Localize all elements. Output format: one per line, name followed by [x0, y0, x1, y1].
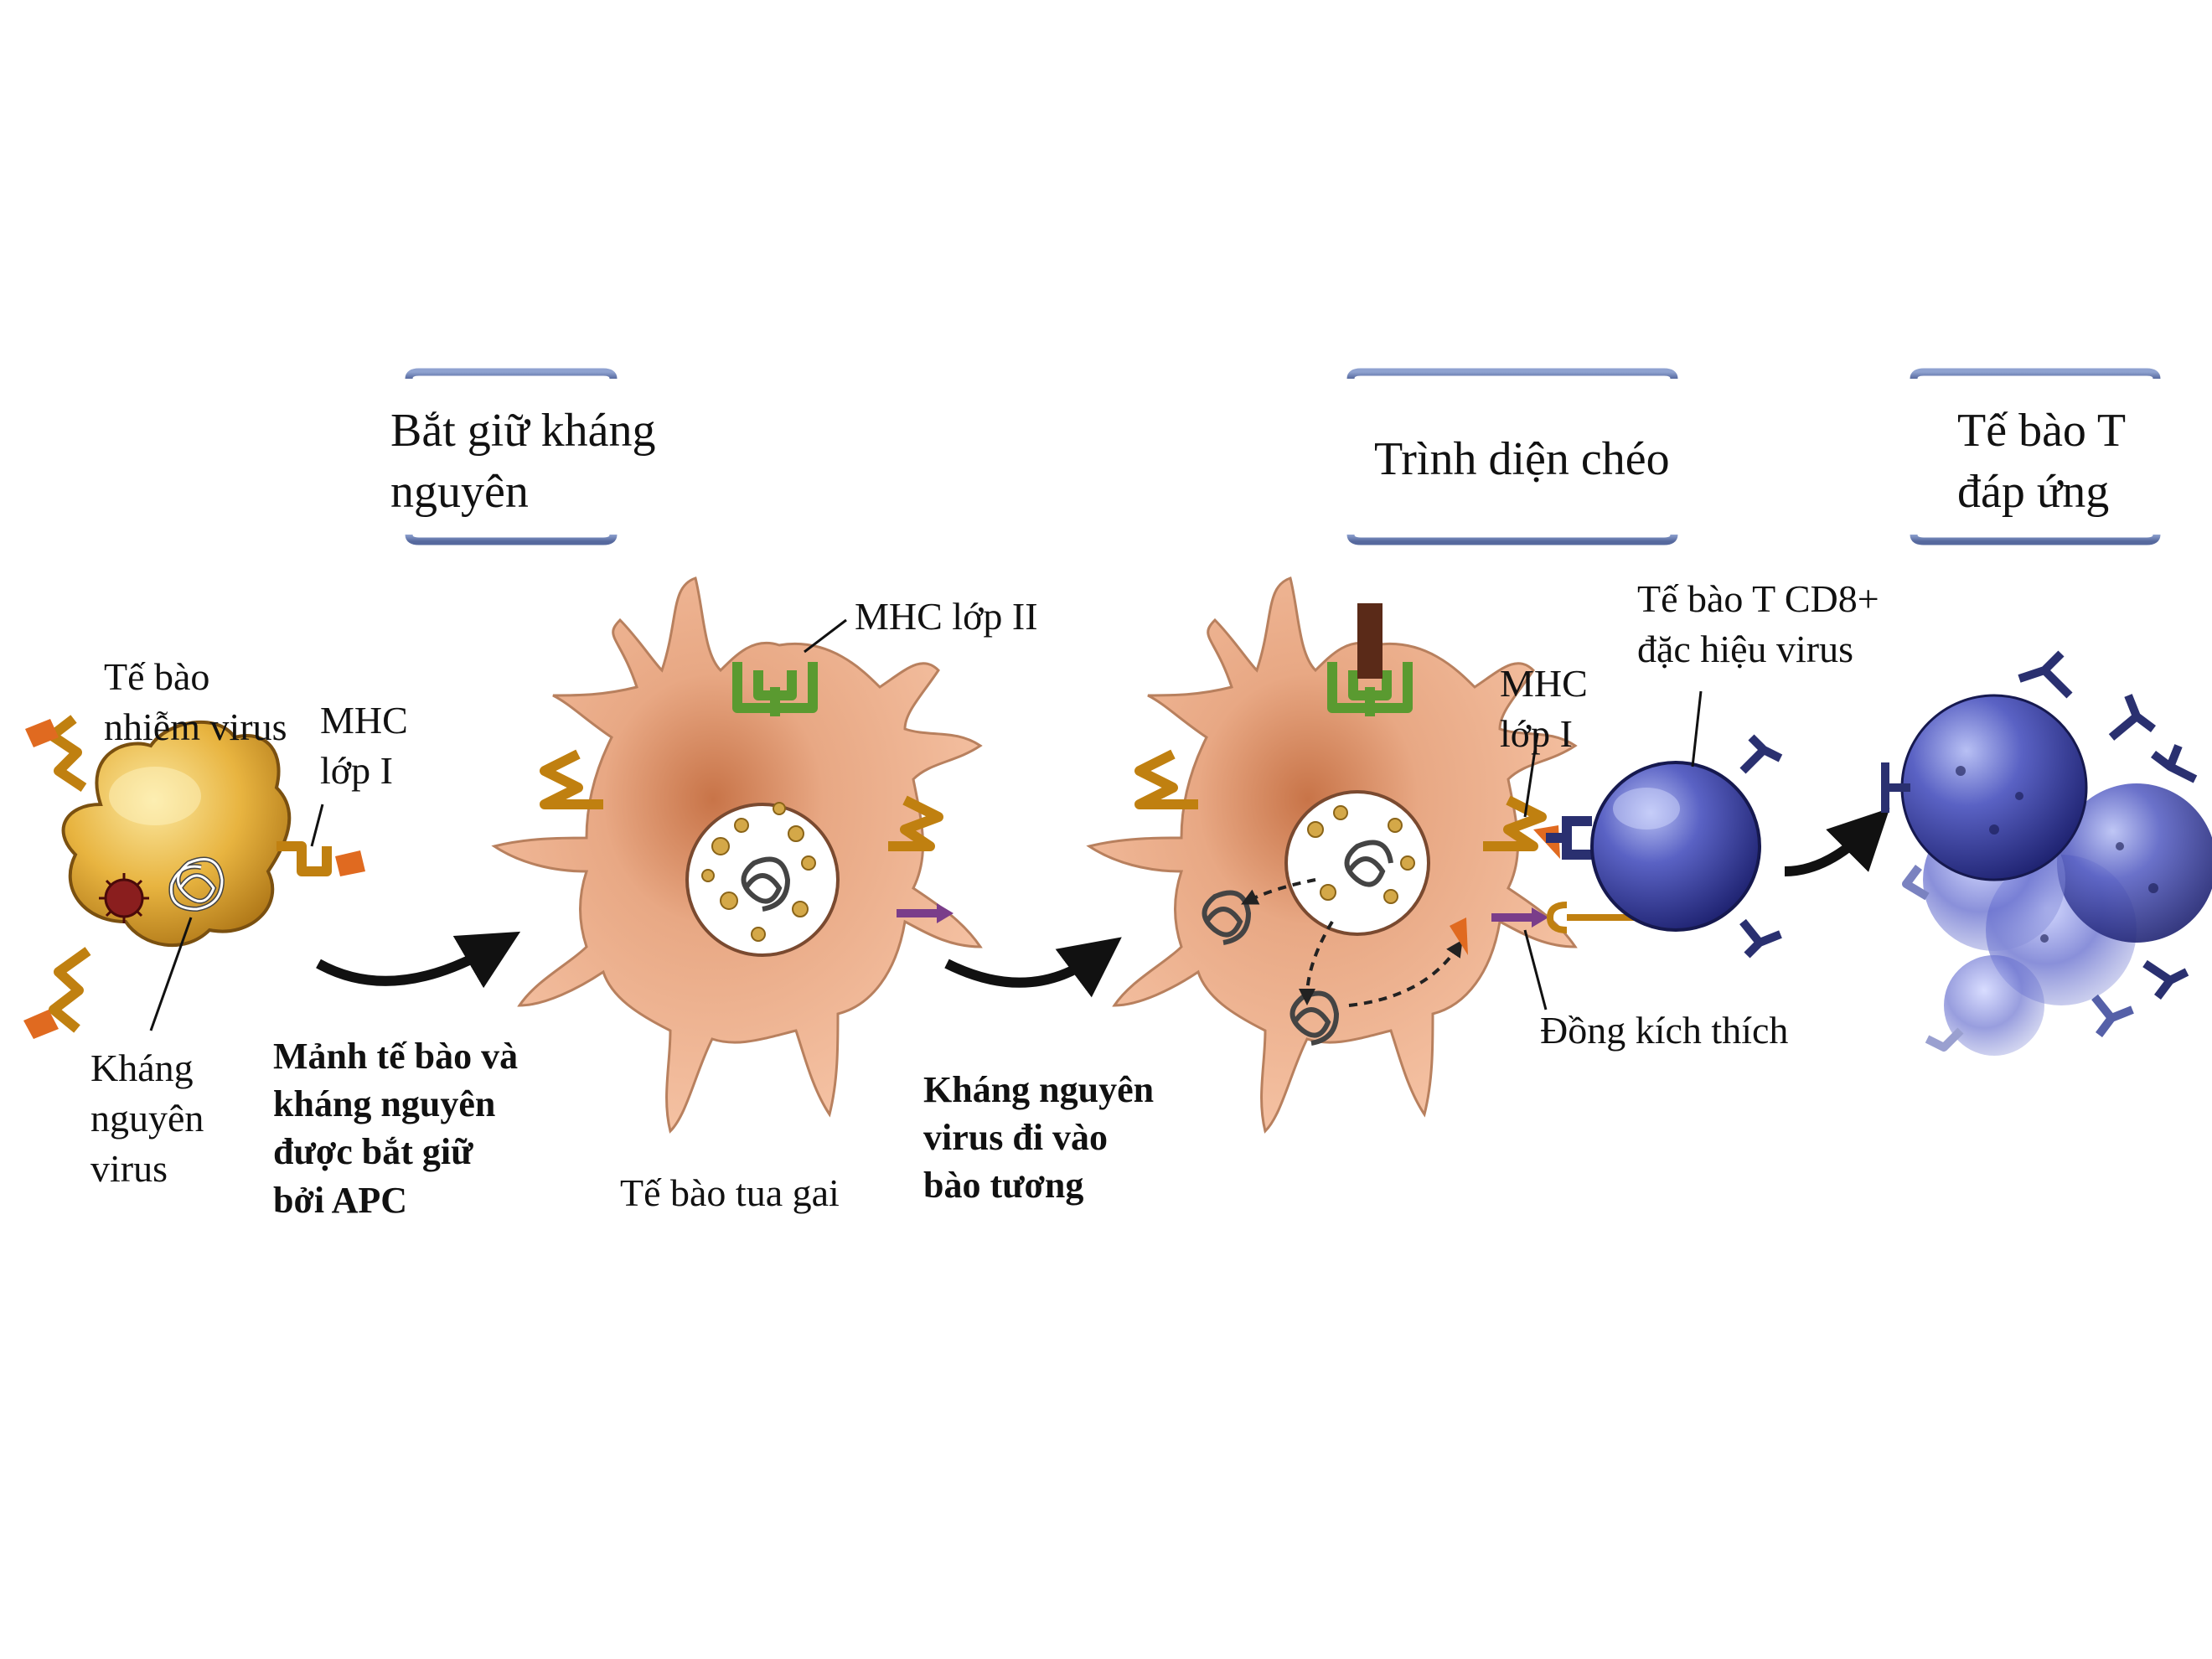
- tcr-receptor-icon: [1739, 734, 1783, 959]
- responding-t-cell-cluster: [1900, 694, 2212, 1056]
- dashed-pathway: [1241, 878, 1463, 1007]
- mhc1-right-leader: [1523, 732, 1539, 818]
- infected-cell: [61, 720, 292, 948]
- cd8-t-cell: [1590, 761, 1761, 932]
- mhc1-receptor-icon: [888, 795, 943, 851]
- cd8-leader: [1691, 690, 1703, 767]
- costim-molecule-icon: [897, 903, 954, 923]
- antigen-leader: [149, 917, 193, 1031]
- antigen-fragments-icon: [1307, 805, 1415, 904]
- arrow-3: [1784, 808, 1890, 876]
- viral-rna-coil-icon: [1289, 990, 1340, 1046]
- peptide-icon: [335, 850, 365, 876]
- label-antigen-cytosol: Kháng nguyên virus đi vào bào tương: [923, 1069, 1155, 1207]
- peptide-icon: [1450, 917, 1468, 955]
- stage-title-t-response: Tế bào T đáp ứng: [1957, 405, 2127, 518]
- label-mhc1-left: MHC lớp I: [320, 699, 408, 792]
- viral-rna-coil-icon: [168, 856, 225, 912]
- stage-title-capture: Bắt giữ kháng nguyên: [390, 405, 656, 518]
- stage-title-cross-presentation: Trình diện chéo: [1374, 433, 1670, 485]
- mhc1-receptor-icon: [49, 947, 91, 1033]
- label-cd8-cell: Tế bào T CD8+ đặc hiệu virus: [1637, 577, 1879, 670]
- peptide-icon: [23, 1010, 59, 1039]
- stage-box-cross-presentation: [1346, 368, 1678, 545]
- virus-particle-icon: [99, 873, 149, 923]
- stage-box-capture: [405, 368, 618, 545]
- antigen-fragments-icon: [701, 802, 816, 942]
- mhc2-leader: [804, 618, 847, 654]
- viral-rna-coil-icon: [1202, 890, 1252, 945]
- mhc1-receptor-icon: [540, 749, 603, 809]
- costim-leader: [1523, 929, 1548, 1010]
- mhc1-receptor-icon: [1134, 749, 1198, 809]
- mhc2-receptor-icon: [1327, 662, 1413, 716]
- label-dendritic-cell: Tế bào tua gai: [620, 1171, 840, 1214]
- mhc1-receptor-icon: [47, 715, 87, 792]
- viral-rna-coil-icon: [741, 856, 791, 912]
- label-infected-cell: Tế bào nhiễm virus: [104, 655, 287, 748]
- stage-box-t-response: [1910, 368, 2161, 545]
- viral-rna-coil-icon: [1344, 840, 1393, 887]
- tcr-receptor-icon: [1881, 650, 2198, 1052]
- mhc2-receptor-icon: [732, 662, 818, 716]
- mhc1-left-leader: [310, 804, 324, 847]
- peptide-icon: [1357, 603, 1382, 679]
- mhc1-receptor-icon: [276, 841, 332, 876]
- label-fragments-captured: Mảnh tế bào và kháng nguyên được bắt giữ…: [273, 1036, 519, 1221]
- peptide-icon: [25, 719, 59, 747]
- label-costim: Đồng kích thích: [1540, 1009, 1789, 1052]
- mhc1-tcr-complex: [1483, 795, 1592, 860]
- label-viral-antigen: Kháng nguyên virus: [90, 1047, 204, 1190]
- label-mhc1-right: MHC lớp I: [1500, 662, 1588, 755]
- arrow-2: [944, 937, 1122, 998]
- arrow-1: [316, 931, 521, 989]
- label-mhc2: MHC lớp II: [855, 595, 1038, 638]
